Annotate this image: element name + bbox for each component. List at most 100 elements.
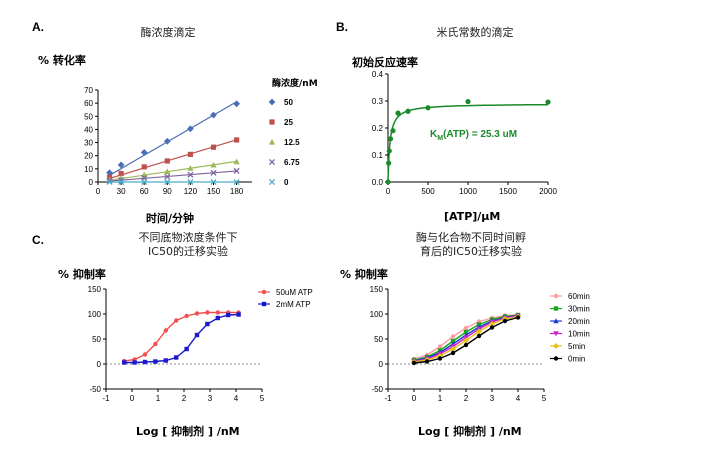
- panel-a-point-0: [164, 178, 171, 186]
- panel-c2-legend-label: 20min: [568, 317, 590, 326]
- panel-a-point-0: [118, 178, 125, 186]
- panel-c1-title-1: 不同底物浓度条件下: [138, 231, 238, 244]
- panel-c2-x-tick-label: 2: [464, 394, 469, 403]
- panel-a-legend-label: 12.5: [284, 138, 300, 147]
- panel-a-xlabel: 时间/分钟: [146, 212, 195, 225]
- panel-c1-point-2mM ATP: [163, 358, 168, 363]
- panel-a-point-0: [141, 178, 148, 186]
- panel-b-x-tick-label: 1000: [459, 187, 477, 196]
- panel-c2-point-0min: [450, 350, 456, 356]
- panel-a-legend-marker: [268, 138, 276, 145]
- panel-a-ylabel: % 转化率: [38, 54, 86, 67]
- panel-a-point-6.75: [164, 173, 171, 180]
- panel-a-point-12.5: [210, 161, 217, 168]
- panel-c2-ylabel: % 抑制率: [340, 268, 388, 281]
- panel-a-title: 酶浓度滴定: [140, 26, 196, 39]
- panel-a-x-tick-label: 150: [207, 187, 221, 196]
- panel-c1-point-50uM ATP: [153, 341, 158, 347]
- panel-c2-legend-label: 0min: [568, 355, 585, 364]
- panel-c1-x-tick-label: 1: [156, 394, 161, 403]
- panel-c2-x-tick-label: -1: [384, 394, 392, 403]
- panel-c2-title-1: 酶与化合物不同时间孵: [416, 231, 526, 244]
- panel-a-y-tick-label: 20: [84, 152, 93, 161]
- panel-a-x-tick-label: 90: [163, 187, 172, 196]
- km-k: K: [430, 129, 438, 140]
- panel-a-point-0: [187, 178, 194, 186]
- panel-b-title: 米氏常数的滴定: [436, 26, 514, 39]
- panel-a-point-6.75: [233, 167, 240, 174]
- panel-b-km-annotation: KM(ATP) = 25.3 uM: [430, 129, 517, 142]
- panel-c1-x-tick-label: -1: [102, 394, 110, 403]
- panel-b-point: [545, 99, 551, 105]
- panel-c1-point-2mM ATP: [226, 312, 231, 318]
- panel-c2-point-0min: [515, 315, 521, 320]
- panel-b-point: [390, 128, 396, 134]
- panel-c2-point-30min: [463, 329, 469, 335]
- panel-a-point-0: [106, 178, 113, 186]
- panel-a-x-tick-label: 0: [96, 187, 101, 196]
- panel-c1-ylabel: % 抑制率: [58, 268, 106, 281]
- panel-a-point-50: [210, 111, 217, 119]
- panel-b-point: [386, 160, 392, 166]
- panel-c-label: C.: [32, 233, 44, 247]
- panel-c2-point-60min: [437, 344, 443, 349]
- panel-a-point-25: [210, 144, 217, 150]
- panel-b-point: [465, 98, 471, 105]
- panel-b-y-tick-label: 0.4: [372, 70, 384, 79]
- panel-b-label: B.: [336, 20, 348, 34]
- panel-c2-title-2: 育后的IC50迁移实验: [420, 245, 522, 258]
- panel-c2-point-0min: [476, 333, 482, 339]
- panel-c2-y-tick-label: 100: [370, 310, 384, 319]
- panel-b-x-tick-label: 1500: [499, 187, 517, 196]
- panel-c1-point-50uM ATP: [163, 328, 168, 333]
- panel-a-point-6.75: [210, 169, 217, 176]
- panel-b-point: [387, 136, 394, 142]
- panel-c1-point-50uM ATP: [142, 352, 148, 357]
- panel-c1-point-2mM ATP: [174, 355, 179, 360]
- panel-c1-x-tick-label: 5: [260, 394, 265, 403]
- panel-a-legend-label: 0: [284, 178, 289, 187]
- panel-a-y-tick-label: 0: [89, 178, 94, 187]
- panel-b-y-tick-label: 0.1: [372, 151, 384, 160]
- panel-c2-y-tick-label: 150: [370, 285, 384, 294]
- panel-a-y-tick-label: 60: [84, 99, 93, 108]
- panel-a-legend-title: 酶浓度/nM: [272, 79, 318, 89]
- panel-b-fit-curve: [387, 103, 548, 182]
- panel-a-y-tick-label: 70: [84, 86, 93, 95]
- panel-c1-point-2mM ATP: [122, 360, 127, 365]
- panel-c1-point-2mM ATP: [132, 360, 137, 365]
- panel-b-point: [386, 148, 392, 154]
- panel-c2-point-0min: [489, 325, 495, 330]
- km-sub: M: [437, 135, 444, 142]
- panel-b-x-tick-label: 500: [421, 187, 435, 196]
- panel-c2-legend-label: 5min: [568, 342, 585, 351]
- panel-c2-point-60min: [463, 325, 469, 331]
- panel-a-point-0: [210, 178, 217, 186]
- panel-c1-point-50uM ATP: [194, 311, 200, 316]
- panel-a-legend-label: 50: [284, 98, 293, 107]
- panel-a-x-tick-label: 60: [140, 187, 149, 196]
- panel-c1-y-tick-label: 100: [88, 310, 102, 319]
- panel-a-point-25: [187, 151, 193, 157]
- panel-c1-legend-marker: [261, 289, 267, 295]
- panel-a-point-12.5: [233, 158, 240, 165]
- panel-a-legend-label: 6.75: [284, 158, 300, 167]
- panel-a-legend-marker: [268, 158, 276, 166]
- panel-c2-legend-marker: [553, 318, 559, 324]
- panel-c2-point-0min: [411, 360, 417, 366]
- panel-a-point-6.75: [187, 171, 194, 178]
- panel-c1-x-tick-label: 0: [130, 394, 135, 403]
- panel-c1-x-tick-label: 4: [234, 394, 239, 403]
- panel-c2-legend-marker: [553, 331, 559, 337]
- panel-c2-legend-label: 10min: [568, 330, 590, 339]
- panel-a-point-25: [164, 158, 170, 164]
- panel-b-point: [385, 179, 391, 185]
- panel-b-x-tick-label: 2000: [539, 187, 557, 196]
- panel-c1-xlabel: Log [ 抑制剂 ] /nM: [136, 425, 240, 438]
- panel-a-label: A.: [32, 20, 44, 34]
- panel-c2-x-tick-label: 1: [438, 394, 443, 403]
- panel-c1-point-2mM ATP: [194, 332, 200, 338]
- panel-b-point: [405, 108, 411, 114]
- panel-c1-point-50uM ATP: [174, 318, 179, 323]
